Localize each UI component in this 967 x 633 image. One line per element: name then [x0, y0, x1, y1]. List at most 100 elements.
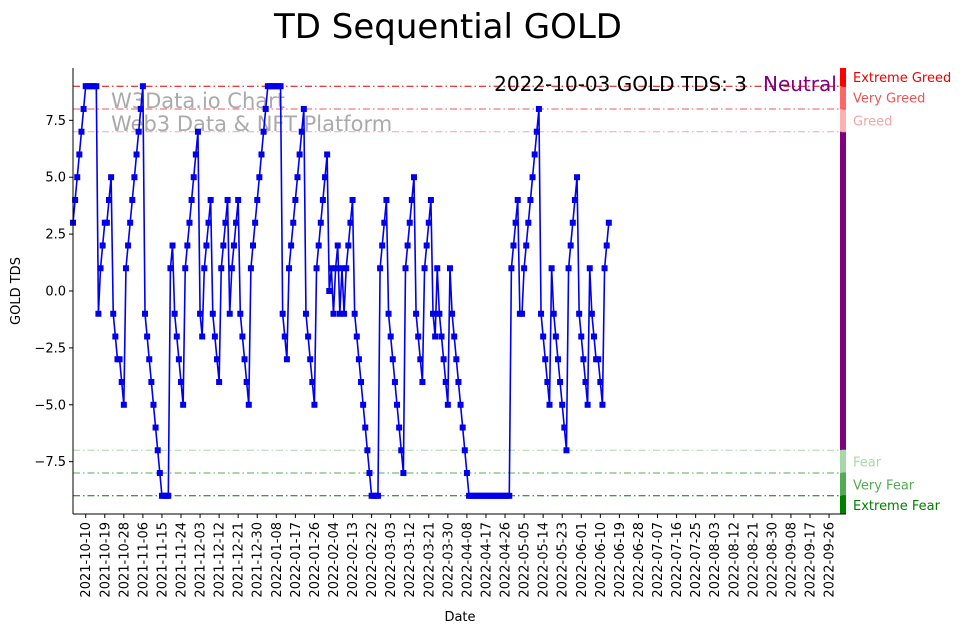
data-point	[296, 151, 303, 158]
data-point	[459, 424, 466, 431]
sentiment-bands: Extreme Greed Very Greed Greed Fear Very Fea…	[840, 68, 951, 514]
data-point	[580, 356, 587, 363]
y-tick-label-4: 2.5	[45, 228, 66, 243]
band-2	[840, 108, 846, 132]
data-point	[133, 151, 140, 158]
data-point	[237, 310, 244, 317]
data-point	[243, 379, 250, 386]
data-point	[531, 151, 538, 158]
annotation-status: Neutral	[763, 72, 837, 96]
series-line	[72, 85, 610, 497]
data-point	[108, 174, 115, 181]
y-tick-label-1: −5.0	[34, 398, 66, 413]
x-tick-label-25: 2022-05-23	[556, 522, 571, 598]
data-point	[207, 196, 214, 203]
x-tick-label-0: 2021-10-10	[79, 522, 94, 598]
data-point	[93, 83, 100, 90]
x-tick-label-32: 2022-07-25	[689, 522, 704, 598]
data-point	[233, 219, 240, 226]
x-tick-label-33: 2022-08-03	[708, 522, 723, 598]
x-ticks: 2021-10-10 2021-10-19 2021-10-28 2021-11-06…	[79, 514, 838, 598]
data-point	[588, 310, 595, 317]
y-ticks: −7.5 −5.0 −2.5 0.0 2.5 5.0 7.5	[34, 114, 73, 470]
x-tick-label-2: 2021-10-28	[117, 522, 132, 598]
data-point	[305, 333, 312, 340]
data-point	[565, 265, 572, 272]
data-point	[277, 83, 284, 90]
annotation: 2022-10-03 GOLD TDS: 3 Neutral	[494, 72, 837, 96]
data-point	[512, 219, 519, 226]
data-point	[535, 105, 542, 112]
data-point	[461, 447, 468, 454]
data-point	[199, 333, 206, 340]
band-label-6: Extreme Fear	[853, 499, 941, 514]
data-point	[142, 310, 149, 317]
x-tick-label-31: 2022-07-16	[670, 522, 685, 598]
data-point	[453, 356, 460, 363]
data-point	[103, 219, 110, 226]
data-point	[436, 310, 443, 317]
data-point	[338, 265, 345, 272]
data-point	[328, 265, 335, 272]
data-point	[349, 196, 356, 203]
data-point	[438, 333, 445, 340]
data-point	[250, 242, 257, 249]
x-tick-label-1: 2021-10-19	[98, 522, 113, 598]
data-point	[326, 288, 333, 294]
data-point	[286, 265, 293, 272]
data-point	[106, 196, 112, 203]
data-point	[341, 310, 348, 317]
x-tick-label-5: 2021-11-24	[175, 522, 190, 598]
band-label-5: Very Fear	[853, 478, 915, 493]
x-tick-label-34: 2022-08-12	[727, 522, 742, 598]
x-tick-label-11: 2022-01-17	[289, 522, 304, 598]
data-point	[190, 174, 197, 181]
data-point	[324, 151, 331, 158]
y-tick-label-3: 0.0	[45, 285, 66, 300]
y-tick-label-0: −7.5	[34, 455, 66, 470]
data-point	[317, 219, 324, 226]
series-gold-tds	[70, 83, 612, 499]
data-point	[576, 310, 583, 317]
data-point	[194, 128, 201, 135]
watermark-line-2: Web3 Data & NFT Platform	[111, 112, 392, 136]
watermark-line-1: W3Data.io Chart	[111, 89, 285, 113]
band-5	[840, 473, 846, 496]
data-point	[165, 492, 172, 499]
data-point	[578, 333, 585, 340]
x-axis-label: Date	[444, 610, 475, 625]
data-point	[449, 310, 456, 317]
data-point	[245, 401, 252, 408]
data-point	[262, 105, 269, 112]
data-point	[440, 356, 447, 363]
data-point	[288, 242, 295, 249]
data-point	[152, 424, 159, 431]
band-6	[840, 495, 846, 514]
data-point	[131, 174, 138, 181]
band-label-2: Greed	[853, 114, 892, 129]
data-point	[540, 333, 547, 340]
data-point	[451, 333, 458, 340]
data-point	[527, 196, 534, 203]
x-tick-label-17: 2022-03-12	[403, 522, 418, 598]
data-point	[423, 242, 430, 249]
x-tick-label-22: 2022-04-26	[499, 522, 514, 598]
data-point	[400, 470, 407, 477]
band-label-4: Fear	[853, 456, 882, 471]
data-point	[508, 265, 515, 272]
data-point	[97, 265, 104, 272]
x-tick-label-10: 2022-01-08	[270, 522, 285, 598]
data-point	[137, 105, 144, 112]
data-point	[203, 242, 210, 249]
data-point	[521, 265, 528, 272]
data-point	[125, 242, 132, 249]
x-tick-label-16: 2022-03-03	[384, 522, 399, 598]
data-point	[122, 265, 129, 272]
data-point	[112, 333, 119, 340]
data-point	[510, 242, 517, 249]
x-tick-label-9: 2021-12-30	[251, 522, 266, 598]
chart-title: TD Sequential GOLD	[273, 7, 622, 47]
data-point	[252, 219, 259, 226]
x-tick-label-39: 2022-09-26	[823, 522, 838, 598]
